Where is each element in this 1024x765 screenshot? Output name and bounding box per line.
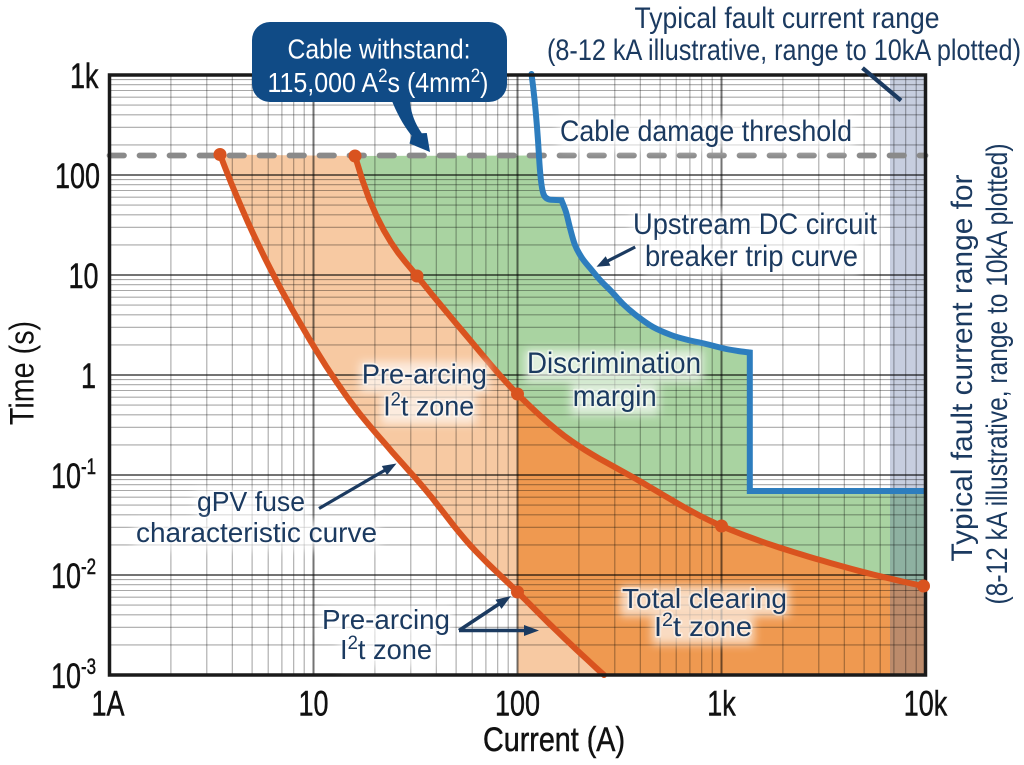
svg-text:1: 1 xyxy=(81,357,96,396)
svg-text:10: 10 xyxy=(299,684,329,723)
svg-text:Time (s): Time (s) xyxy=(3,321,41,425)
svg-text:115,000 A2s (4mm2): 115,000 A2s (4mm2) xyxy=(268,66,489,99)
svg-text:characteristic curve: characteristic curve xyxy=(136,517,377,548)
svg-text:Cable withstand:: Cable withstand: xyxy=(288,34,471,65)
svg-text:margin: margin xyxy=(573,380,657,413)
svg-text:breaker trip curve: breaker trip curve xyxy=(645,240,858,273)
svg-text:(8-12 kA illustrative, range t: (8-12 kA illustrative, range to 10kA plo… xyxy=(547,34,1021,67)
svg-text:Discrimination: Discrimination xyxy=(527,347,701,380)
svg-text:(8-12 kA illustrative, range t: (8-12 kA illustrative, range to 10kA plo… xyxy=(981,144,1014,605)
svg-text:Upstream DC circuit: Upstream DC circuit xyxy=(633,208,878,241)
svg-text:Current (A): Current (A) xyxy=(483,721,625,759)
svg-text:1A: 1A xyxy=(92,684,125,723)
svg-text:1k: 1k xyxy=(70,57,99,96)
svg-text:I2t zone: I2t zone xyxy=(383,389,474,422)
svg-text:100: 100 xyxy=(495,684,540,723)
svg-text:Total clearing: Total clearing xyxy=(622,583,787,614)
svg-text:Cable damage threshold: Cable damage threshold xyxy=(560,115,852,148)
svg-text:Pre-arcing: Pre-arcing xyxy=(362,359,487,390)
svg-text:Typical fault current range fo: Typical fault current range for xyxy=(946,175,979,562)
svg-text:Pre-arcing: Pre-arcing xyxy=(322,604,450,635)
svg-text:10k: 10k xyxy=(904,684,948,723)
svg-text:100: 100 xyxy=(55,157,100,196)
svg-text:1k: 1k xyxy=(707,684,736,723)
svg-text:Typical fault current range: Typical fault current range xyxy=(635,2,940,35)
svg-text:10: 10 xyxy=(69,257,99,296)
svg-text:gPV fuse: gPV fuse xyxy=(197,486,305,517)
